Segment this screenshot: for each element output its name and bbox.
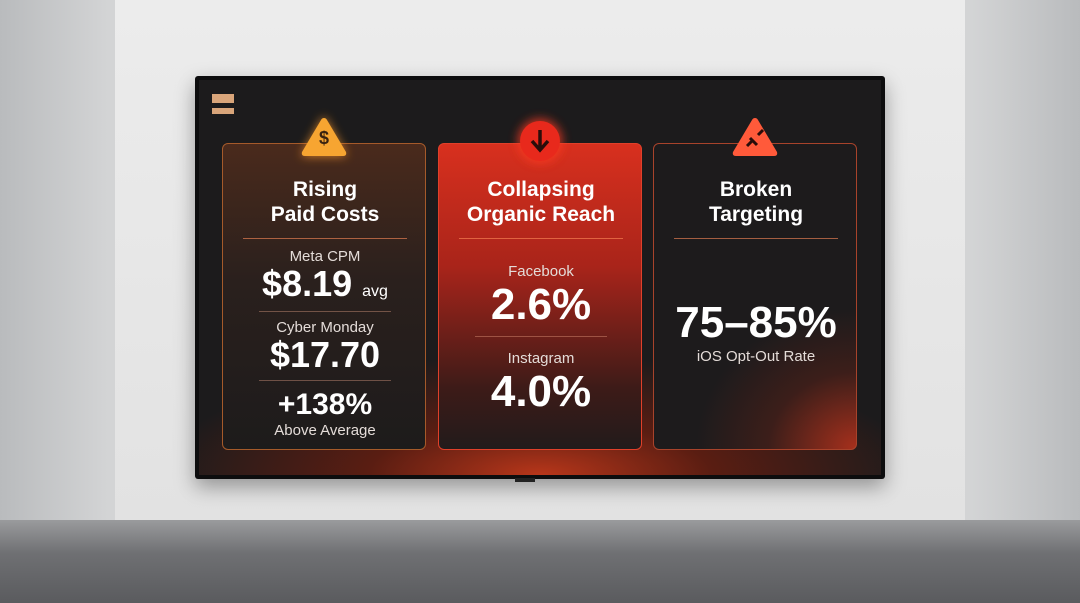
metric-value: 75–85%	[675, 298, 837, 347]
metric-value: $17.70	[269, 334, 381, 375]
screen: Rising Paid Costs Meta CPM $8.19 avg Cyb…	[199, 80, 881, 475]
metric-value: +138%	[277, 388, 373, 421]
card: Rising Paid Costs Meta CPM $8.19 avg Cyb…	[222, 143, 426, 450]
floor	[0, 520, 1080, 603]
icon-symbol: $	[319, 128, 329, 148]
logo	[212, 94, 234, 103]
divider	[259, 380, 391, 381]
metric-label: Facebook	[508, 263, 574, 280]
metric-value: $8.19 avg	[223, 263, 427, 305]
divider	[243, 238, 407, 239]
metric-value: $8.19	[262, 263, 353, 304]
tv-foot	[515, 478, 535, 482]
logo	[212, 108, 234, 114]
divider	[475, 336, 607, 337]
card-title: Targeting	[708, 203, 804, 226]
divider	[259, 311, 391, 312]
down-arrow	[530, 130, 550, 153]
card: Broken Targeting 75–85% iOS Opt-Out Rate	[653, 143, 857, 450]
card-title: Organic Reach	[466, 203, 616, 226]
divider	[459, 238, 623, 239]
icons: $	[301, 116, 778, 163]
card-title: Broken	[719, 178, 793, 201]
metric-value: 2.6%	[490, 280, 592, 329]
warning-icon	[301, 118, 347, 156]
broken-link	[745, 128, 765, 148]
metric-label: Meta CPM	[289, 248, 361, 265]
metric-label: Instagram	[507, 350, 575, 367]
card-title: Paid Costs	[270, 203, 380, 226]
metric-suffix: avg	[362, 283, 388, 300]
card-title: Rising	[292, 178, 358, 201]
card-title: Collapsing	[487, 178, 595, 201]
metric-label: Above Average	[274, 422, 376, 439]
card: Collapsing Organic Reach Facebook 2.6% I…	[438, 143, 642, 450]
metric-label: iOS Opt-Out Rate	[696, 348, 816, 365]
metric-label: Cyber Monday	[276, 319, 374, 336]
metric-value: 4.0%	[490, 367, 592, 416]
divider	[674, 238, 838, 239]
broken-link-icon	[732, 118, 778, 156]
